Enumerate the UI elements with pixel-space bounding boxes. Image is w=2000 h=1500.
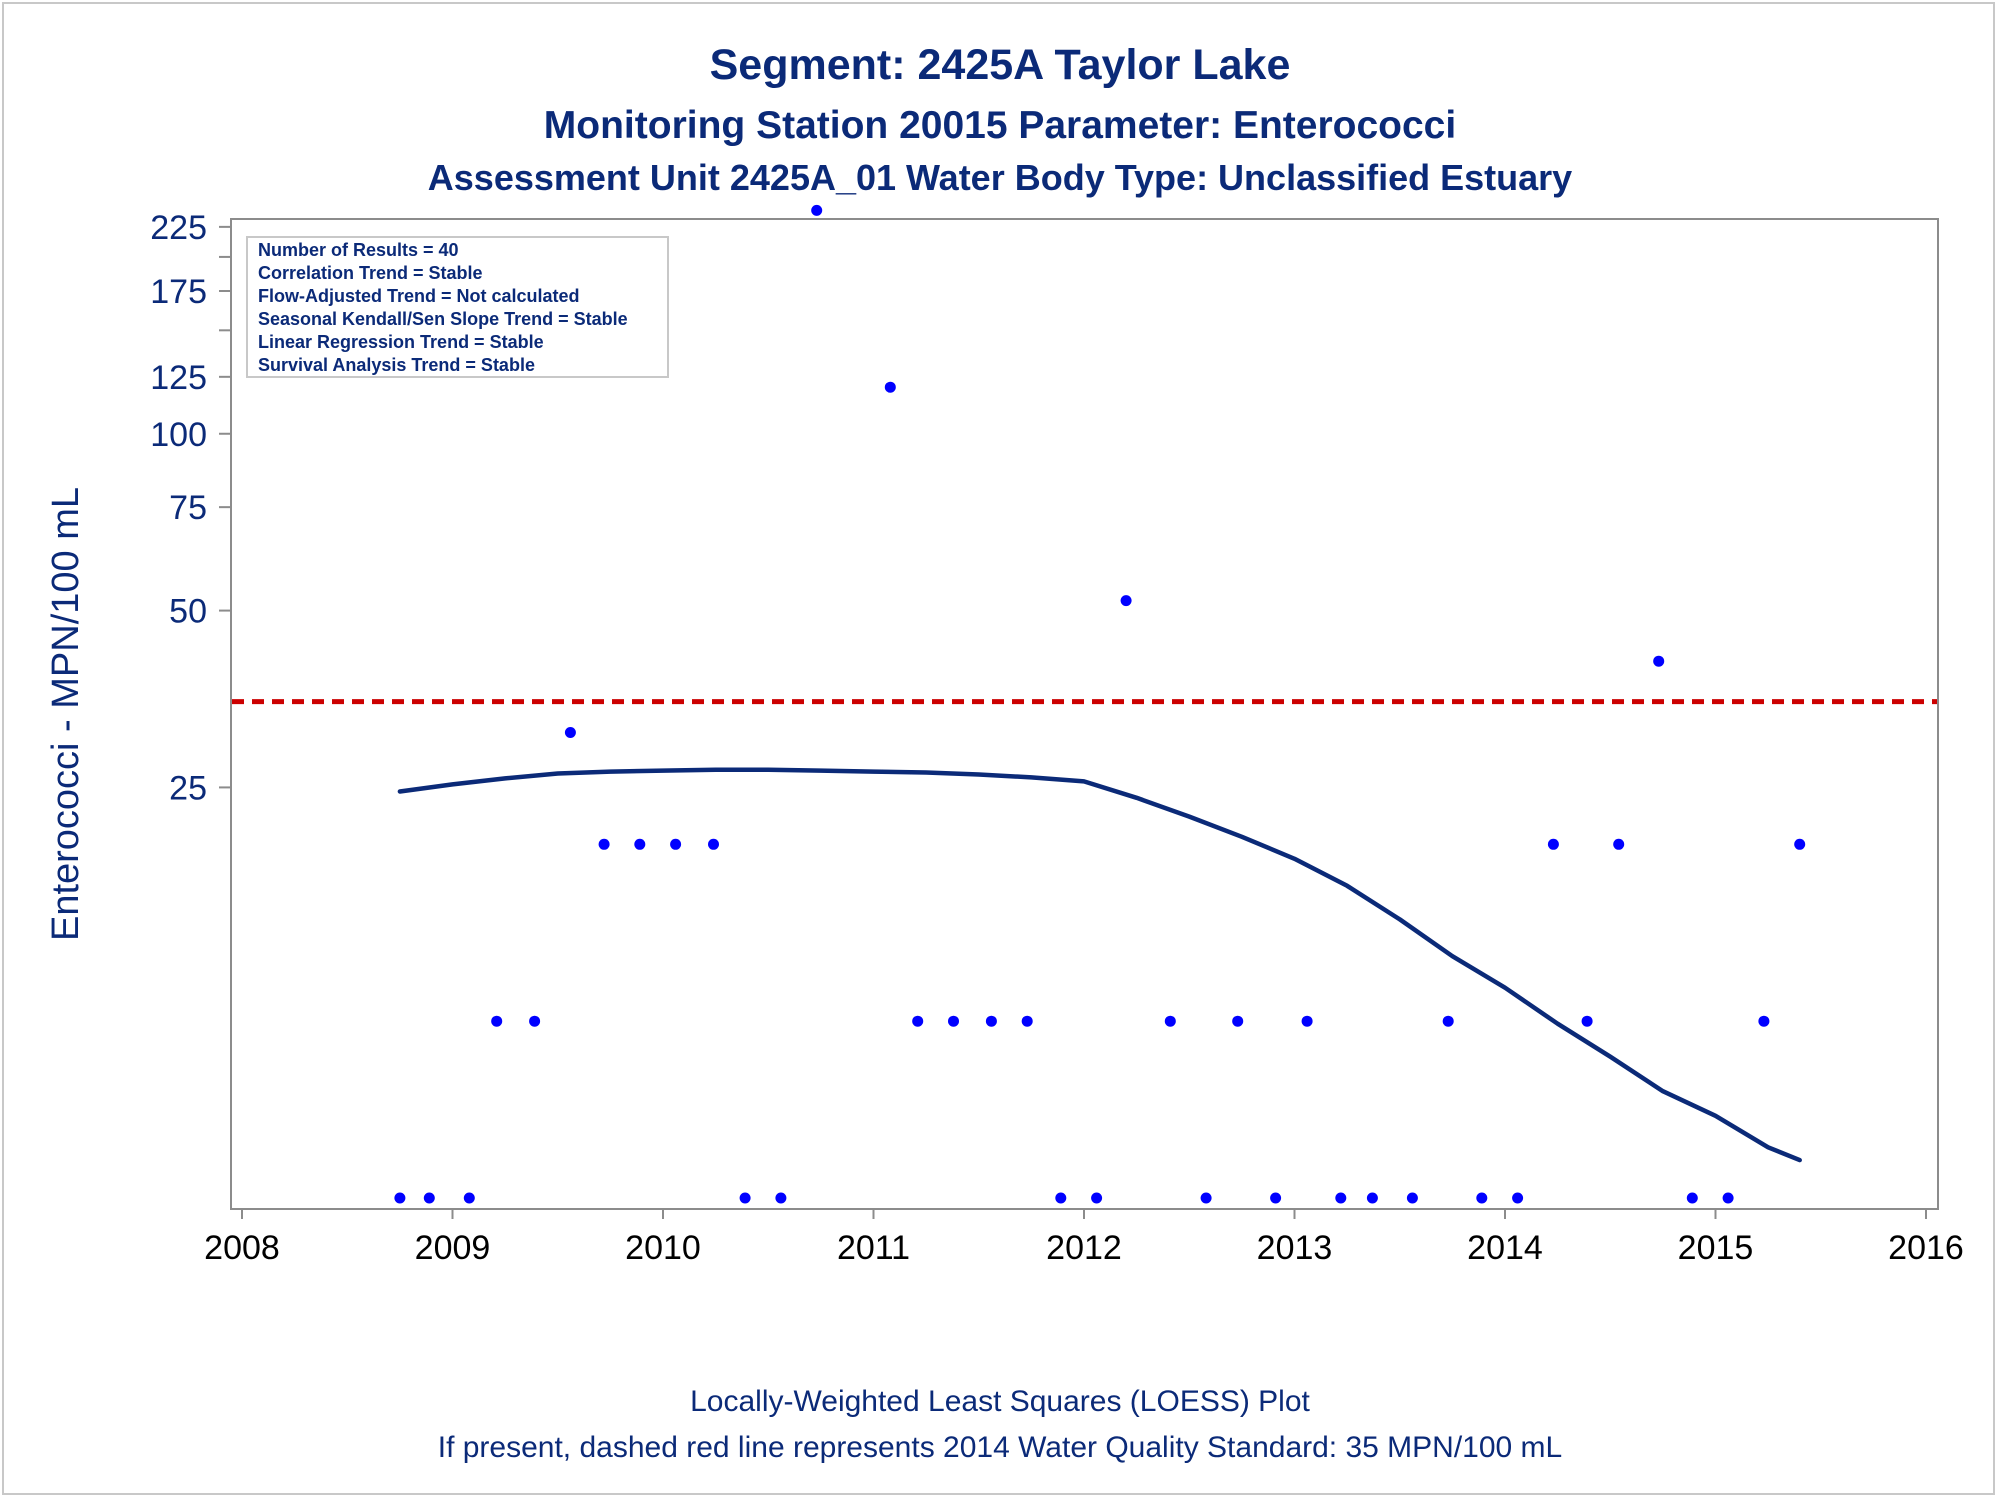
y-axis-title: Enterococci - MPN/100 mL xyxy=(45,487,87,941)
chart-title: Segment: 2425A Taylor Lake xyxy=(710,41,1291,89)
stats-line-correlation: Correlation Trend = Stable xyxy=(258,263,483,283)
y-tick-label: 75 xyxy=(169,489,207,527)
footnote-loess: Locally-Weighted Least Squares (LOESS) P… xyxy=(690,1385,1310,1418)
chart-subtitle: Monitoring Station 20015 Parameter: Ente… xyxy=(544,104,1456,147)
data-point xyxy=(739,1192,751,1204)
y-tick-label: 25 xyxy=(169,769,207,807)
data-point xyxy=(463,1192,475,1204)
data-point xyxy=(1406,1192,1418,1204)
y-tick-label: 125 xyxy=(150,359,207,397)
data-point xyxy=(598,838,610,850)
y-tick-label: 50 xyxy=(169,593,207,631)
data-point xyxy=(634,838,646,850)
stats-box: Number of Results = 40 Correlation Trend… xyxy=(246,236,669,378)
data-point xyxy=(1613,838,1625,850)
x-tick-label: 2009 xyxy=(415,1229,491,1267)
data-point xyxy=(775,1192,787,1204)
data-point xyxy=(1232,1015,1244,1027)
data-point xyxy=(811,204,823,216)
data-point xyxy=(1758,1015,1770,1027)
stats-line-flow-adjusted: Flow-Adjusted Trend = Not calculated xyxy=(258,286,580,306)
stats-box-border xyxy=(246,236,669,378)
stats-line-seasonal-kendall: Seasonal Kendall/Sen Slope Trend = Stabl… xyxy=(258,309,628,329)
y-tick-label: 175 xyxy=(150,273,207,311)
footnote-standard: If present, dashed red line represents 2… xyxy=(438,1431,1563,1464)
data-point xyxy=(564,727,576,738)
marks-layer xyxy=(232,204,1937,1204)
data-point xyxy=(1794,838,1806,850)
data-point xyxy=(1442,1015,1454,1027)
data-point xyxy=(1021,1015,1033,1027)
data-point xyxy=(394,1192,406,1204)
data-point xyxy=(1547,838,1559,850)
data-point xyxy=(529,1015,541,1027)
data-point xyxy=(1686,1192,1698,1204)
axes-layer: 2008 2009 2010 2011 2012 2013 2014 2015 2016 25 50… xyxy=(150,209,1964,1267)
x-tick-label: 2013 xyxy=(1257,1229,1333,1267)
data-point xyxy=(912,1015,924,1027)
y-tick-label: 225 xyxy=(150,209,207,247)
data-point xyxy=(948,1015,959,1027)
x-tick-label: 2011 xyxy=(837,1229,910,1267)
data-point xyxy=(1335,1192,1347,1204)
data-point xyxy=(1091,1192,1103,1204)
data-point xyxy=(1120,595,1132,607)
data-point xyxy=(1366,1192,1378,1204)
stats-line-survival: Survival Analysis Trend = Stable xyxy=(258,355,535,375)
x-tick-label: 2014 xyxy=(1467,1229,1543,1267)
chart-subtitle-2: Assessment Unit 2425A_01 Water Body Type… xyxy=(428,157,1572,198)
y-tick-label: 100 xyxy=(150,416,207,454)
data-point xyxy=(708,838,719,850)
data-point xyxy=(1200,1192,1212,1204)
x-tick-label: 2016 xyxy=(1888,1229,1964,1267)
data-point xyxy=(670,838,682,850)
data-point xyxy=(1476,1192,1488,1204)
data-point xyxy=(1722,1192,1734,1204)
x-tick-label: 2015 xyxy=(1678,1229,1754,1267)
x-tick-label: 2008 xyxy=(204,1229,280,1267)
data-point xyxy=(1270,1192,1282,1204)
data-point xyxy=(1164,1015,1176,1027)
loess-line xyxy=(397,767,1802,1163)
data-point xyxy=(423,1192,435,1204)
data-point xyxy=(1301,1015,1313,1027)
stats-line-results: Number of Results = 40 xyxy=(258,240,459,260)
stats-line-linear-regression: Linear Regression Trend = Stable xyxy=(258,332,544,352)
data-point xyxy=(1055,1192,1067,1204)
x-tick-label: 2012 xyxy=(1046,1229,1122,1267)
data-point xyxy=(1512,1192,1524,1204)
data-point xyxy=(884,381,896,393)
data-point xyxy=(1581,1015,1593,1027)
x-tick-label: 2010 xyxy=(625,1229,701,1267)
data-point xyxy=(985,1015,997,1027)
data-point xyxy=(1653,655,1665,667)
data-point xyxy=(491,1015,503,1027)
